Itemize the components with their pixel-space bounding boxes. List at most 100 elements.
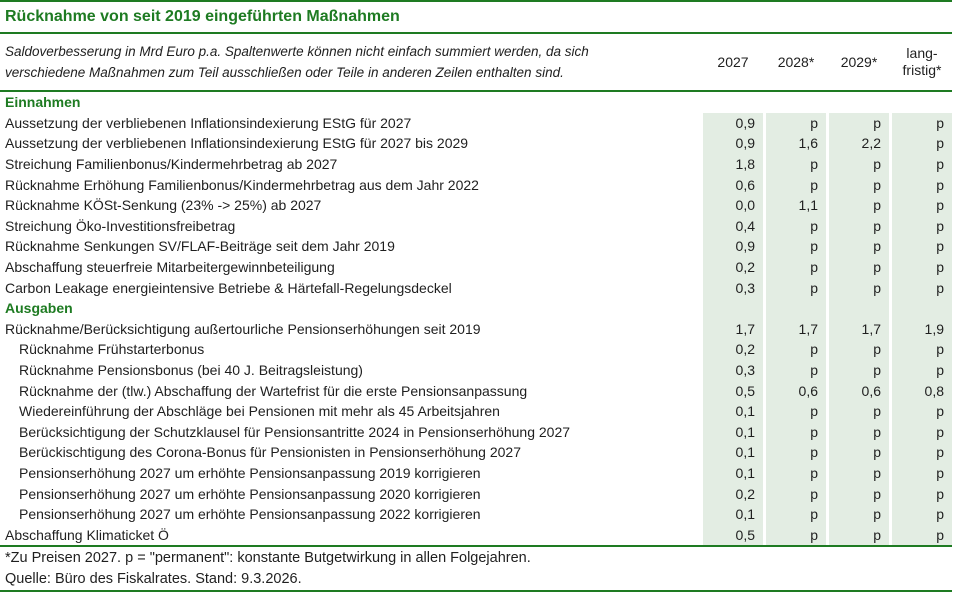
value-cell: p (892, 421, 952, 443)
value-cell: 0,9 (703, 133, 763, 154)
table-row: Aussetzung der verbliebenen Inflationsin… (0, 112, 952, 134)
value-cell: 0,9 (703, 112, 763, 134)
value-cell: 1,1 (766, 194, 826, 216)
table-row: Rücknahme Pensionsbonus (bei 40 J. Beitr… (0, 359, 952, 381)
value-cell: p (892, 215, 952, 237)
row-label: Rücknahme Erhöhung Familienbonus/Kinderm… (5, 176, 479, 193)
row-label: Einnahmen (5, 94, 81, 111)
value-cell: p (829, 215, 889, 237)
row-label: Pensionserhöhung 2027 um erhöhte Pension… (19, 506, 481, 523)
section-row: Einnahmen (0, 92, 952, 113)
row-label: Aussetzung der verbliebenen Inflationsin… (5, 135, 469, 152)
value-cell: 0,2 (703, 339, 763, 360)
value-cell (829, 92, 889, 113)
value-cell: 0,8 (892, 380, 952, 401)
row-label: Rücknahme KÖSt-Senkung (23% -> 25%) ab 2… (5, 197, 322, 214)
value-cell: p (766, 112, 826, 134)
value-cell: p (892, 503, 952, 525)
row-label: Pensionserhöhung 2027 um erhöhte Pension… (19, 485, 481, 502)
value-cell: p (892, 112, 952, 134)
header-divider (0, 90, 952, 92)
table-row: Berücksichtigung der Schutzklausel für P… (0, 421, 952, 443)
value-cell: p (829, 153, 889, 175)
table-row: Pensionserhöhung 2027 um erhöhte Pension… (0, 503, 952, 525)
top-divider (0, 0, 952, 2)
value-cell: p (766, 442, 826, 463)
value-cell: p (829, 359, 889, 381)
value-cell: p (766, 277, 826, 298)
table-row: Wiedereinführung der Abschläge bei Pensi… (0, 400, 952, 422)
section-row: Ausgaben (0, 297, 952, 319)
value-cell: p (766, 256, 826, 278)
value-cell: 0,1 (703, 421, 763, 443)
value-cell: 0,6 (829, 380, 889, 401)
table-row: Pensionserhöhung 2027 um erhöhte Pension… (0, 483, 952, 504)
value-cell: p (892, 483, 952, 504)
title-divider (0, 32, 952, 34)
page-title: Rücknahme von seit 2019 eingeführten Maß… (5, 8, 400, 25)
value-cell: p (892, 256, 952, 278)
value-cell: 2,2 (829, 133, 889, 154)
value-cell: p (829, 400, 889, 422)
table-row: Streichung Öko-Investitionsfreibetrag 0,4… (0, 215, 952, 237)
value-cell: p (766, 503, 826, 525)
value-cell: p (892, 359, 952, 381)
row-label: Rücknahme Frühstarterbonus (19, 341, 205, 358)
table-row: Abschaffung Klimaticket Ö 0,5 p p p (0, 524, 952, 546)
value-cell: p (829, 524, 889, 546)
row-label: Aussetzung der verbliebenen Inflationsin… (5, 114, 412, 131)
value-cell: p (766, 400, 826, 422)
value-cell: p (766, 421, 826, 443)
column-headers: 2027 2028* 2029* lang-fristig* (703, 34, 952, 90)
row-label: Ausgaben (5, 300, 73, 317)
value-cell: p (766, 174, 826, 195)
value-cell: p (766, 524, 826, 546)
table-row: Streichung Familienbonus/Kindermehrbetra… (0, 153, 952, 175)
value-cell: p (829, 462, 889, 484)
table-row: Rücknahme/Berücksichtigung außertourlich… (0, 318, 952, 340)
value-cell (892, 297, 952, 319)
row-label: Berückischtigung des Corona-Bonus für Pe… (19, 444, 521, 461)
value-cell: p (829, 236, 889, 257)
source-line: Quelle: Büro des Fiskalrates. Stand: 9.3… (5, 571, 302, 588)
row-label: Rücknahme Senkungen SV/FLAF-Beiträge sei… (5, 238, 395, 255)
value-cell: p (829, 503, 889, 525)
value-cell: 0,4 (703, 215, 763, 237)
value-cell (766, 297, 826, 319)
column-header-2029: 2029* (840, 53, 878, 70)
value-cell: p (766, 215, 826, 237)
value-cell: p (829, 112, 889, 134)
table-header: Saldoverbesserung in Mrd Euro p.a. Spalt… (0, 34, 952, 90)
value-cell: p (892, 442, 952, 463)
value-cell: p (766, 153, 826, 175)
value-cell: p (892, 174, 952, 195)
value-cell: p (892, 339, 952, 360)
value-cell (892, 92, 952, 113)
row-label: Pensionserhöhung 2027 um erhöhte Pension… (19, 464, 481, 481)
value-cell: 0,2 (703, 256, 763, 278)
value-cell: p (892, 462, 952, 484)
footnote: *Zu Preisen 2027. p = "permanent": konst… (5, 550, 531, 567)
value-cell: p (766, 462, 826, 484)
row-label: Wiedereinführung der Abschläge bei Pensi… (19, 403, 500, 420)
table-row: Abschaffung steuerfreie Mitarbeitergewin… (0, 256, 952, 278)
value-cell: p (829, 256, 889, 278)
row-label: Abschaffung steuerfreie Mitarbeitergewin… (5, 259, 335, 276)
value-cell: 0,1 (703, 462, 763, 484)
row-label: Streichung Familienbonus/Kindermehrbetra… (5, 156, 338, 173)
value-cell: 1,8 (703, 153, 763, 175)
value-cell: p (829, 421, 889, 443)
body-divider (0, 545, 952, 548)
table-row: Rücknahme Senkungen SV/FLAF-Beiträge sei… (0, 236, 952, 257)
value-cell: 0,1 (703, 400, 763, 422)
row-label: Carbon Leakage energieintensive Betriebe… (5, 279, 452, 296)
table-body: Einnahmen Aussetzung der verbliebenen Inf… (0, 92, 952, 546)
value-cell: p (766, 359, 826, 381)
value-cell: p (892, 524, 952, 546)
row-label: Rücknahme der (tlw.) Abschaffung der War… (19, 382, 528, 399)
table-row: Carbon Leakage energieintensive Betriebe… (0, 277, 952, 298)
value-cell: p (829, 339, 889, 360)
value-cell: 1,6 (766, 133, 826, 154)
value-cell: 0,9 (703, 236, 763, 257)
value-cell: p (892, 153, 952, 175)
